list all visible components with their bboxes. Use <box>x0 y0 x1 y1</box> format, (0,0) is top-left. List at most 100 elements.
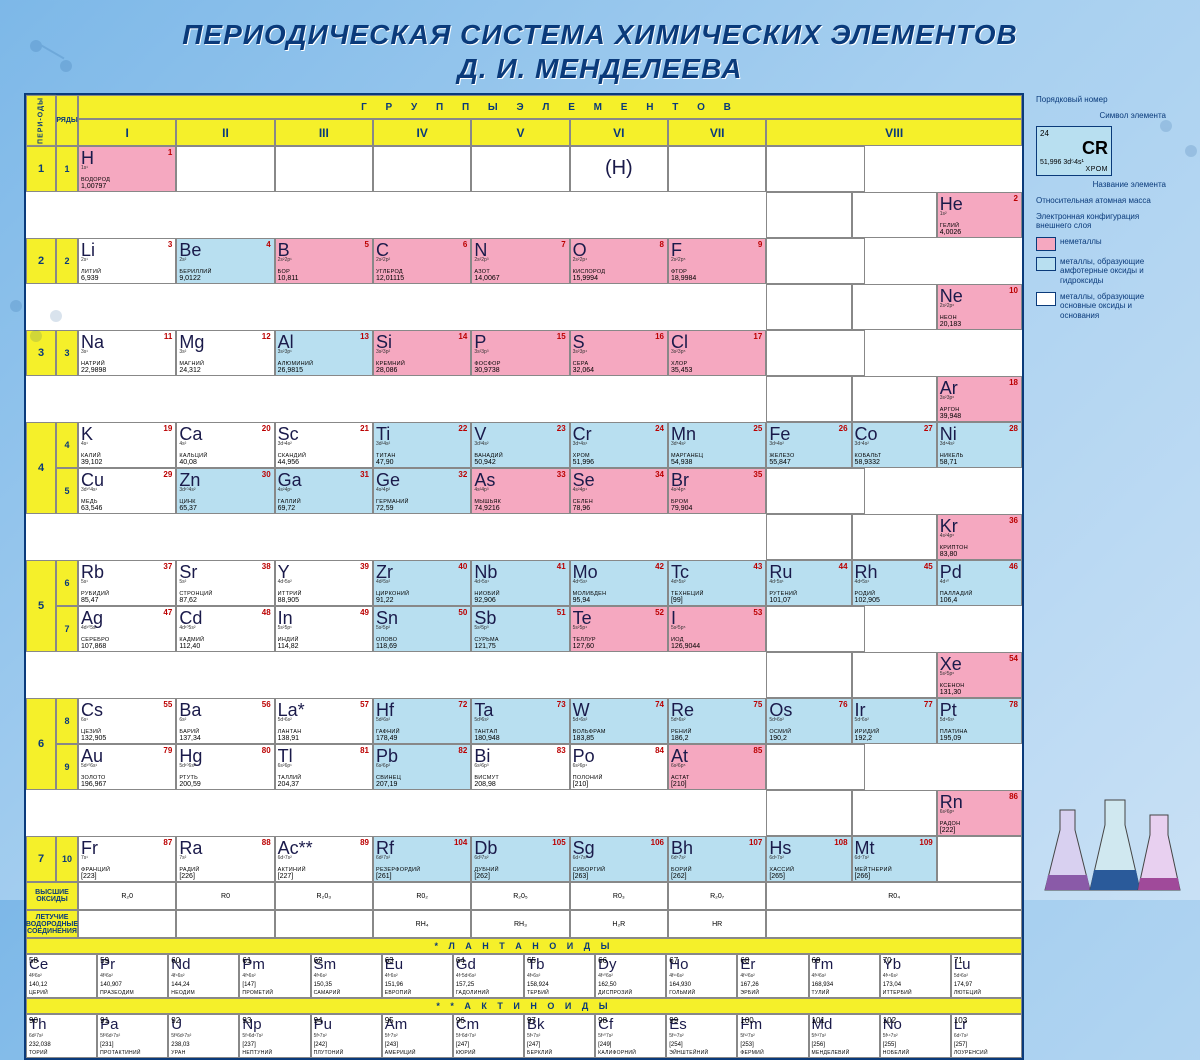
empty-cell <box>176 146 274 192</box>
element-Mg: 12Mg3s²МАГНИЙ24,312 <box>176 330 274 376</box>
header-actinides: * * А К Т И Н О И Д Ы <box>26 998 1022 1014</box>
empty-cell <box>766 238 864 284</box>
element-Co: 27Co3d⁷4s²КОБАЛЬТ58,9332 <box>852 422 937 468</box>
element-Au: 79Au5d¹⁰6s¹ЗОЛОТО196,967 <box>78 744 176 790</box>
header-group-I: I <box>78 119 176 146</box>
legend-basic-metals: металлы, образующие основные оксиды и ос… <box>1036 292 1166 321</box>
element-Lu: 71Lu5d¹6s²ЛЮТЕЦИЙ174,97 <box>951 954 1022 998</box>
hydride-3 <box>275 910 373 938</box>
hydride-4: RH₄ <box>373 910 471 938</box>
element-U: 92U5f³6d¹7s²УРАН238,03 <box>168 1014 239 1058</box>
legend-symbol: Символ элемента <box>1036 111 1166 121</box>
hydride-1 <box>78 910 176 938</box>
row-4: 4 <box>56 422 78 468</box>
element-Pd: 46Pd4d¹⁰ПАЛЛАДИЙ106,4 <box>937 560 1022 606</box>
element-V: 23V3d³4s²ВАНАДИЙ50,942 <box>471 422 569 468</box>
element-Cm: 96Cm5f⁷6d¹7s²КЮРИЙ[247] <box>453 1014 524 1058</box>
element-Pt: 78Pt5d⁹6s¹ПЛАТИНА195,09 <box>937 698 1022 744</box>
element-Sc: 21Sc3d¹4s²СКАНДИЙ44,956 <box>275 422 373 468</box>
page-title: ПЕРИОДИЧЕСКАЯ СИСТЕМА ХИМИЧЕСКИХ ЭЛЕМЕНТ… <box>0 0 1200 93</box>
element-In: 49In5s²5p¹ИНДИЙ114,82 <box>275 606 373 652</box>
element-Er: 68Er4f¹²6s²ЭРБИЙ167,26 <box>737 954 808 998</box>
period-5: 5 <box>26 560 56 652</box>
header-groups: Г Р У П П Ы Э Л Е М Е Н Т О В <box>78 95 1022 119</box>
legend-config: Электронная конфигурация внешнего слоя <box>1036 212 1166 231</box>
element-N: 7N2s²2p³АЗОТ14,0067 <box>471 238 569 284</box>
header-rows: РЯДЫ <box>56 95 78 146</box>
element-Fr: 87Fr7s¹ФРАНЦИЙ[223] <box>78 836 176 882</box>
element-Db: 105Db6d³7s²ДУБНИЙ[262] <box>471 836 569 882</box>
swatch-blue <box>1036 257 1056 271</box>
element-Cs: 55Cs6s¹ЦЕЗИЙ132,905 <box>78 698 176 744</box>
element-Sn: 50Sn5s²5p²ОЛОВО118,69 <box>373 606 471 652</box>
element-Zn: 30Zn3d¹⁰4s²ЦИНК65,37 <box>176 468 274 514</box>
header-lanthanides: * Л А Н Т А Н О И Д Ы <box>26 938 1022 954</box>
row-6: 6 <box>56 560 78 606</box>
oxide-8: R0₄ <box>766 882 1022 910</box>
element-Pb: 82Pb6s²6p²СВИНЕЦ207,19 <box>373 744 471 790</box>
element-Si: 14Si3s²3p²КРЕМНИЙ28,086 <box>373 330 471 376</box>
element-Ba: 56Ba6s²БАРИЙ137,34 <box>176 698 274 744</box>
element-Rb: 37Rb5s¹РУБИДИЙ85,47 <box>78 560 176 606</box>
empty-cell <box>766 468 864 514</box>
element-H: 1H1s¹ВОДОРОД1,00797 <box>78 146 176 192</box>
element-Tc: 43Tc4d⁵5s²ТЕХНЕЦИЙ[99] <box>668 560 766 606</box>
legend-nonmetals: неметаллы <box>1036 237 1166 251</box>
title-line-2: Д. И. МЕНДЕЛЕЕВА <box>10 52 1190 86</box>
row-10: 10 <box>56 836 78 882</box>
hydride-8 <box>766 910 1022 938</box>
legend-amphoteric: металлы, образующие амфотерные оксиды и … <box>1036 257 1166 286</box>
element-Xe: 54Xe5s²5p⁶КСЕНОН131,30 <box>937 652 1022 698</box>
period-6: 6 <box>26 698 56 790</box>
row-8: 8 <box>56 698 78 744</box>
swatch-white <box>1036 292 1056 306</box>
hydride-6: H₂R <box>570 910 668 938</box>
period-2: 2 <box>26 238 56 284</box>
element-Cd: 48Cd4d¹⁰5s²КАДМИЙ112,40 <box>176 606 274 652</box>
element-Tb: 65Tb4f⁹6s²ТЕРБИЙ158,924 <box>524 954 595 998</box>
hydride-7: HR <box>668 910 766 938</box>
hydride-5: RH₃ <box>471 910 569 938</box>
periodic-table: ПЕРИ-ОДЫРЯДЫГ Р У П П Ы Э Л Е М Е Н Т О … <box>24 93 1024 1060</box>
oxide-5: R₂0₅ <box>471 882 569 910</box>
legend-mass: Относительная атомная масса <box>1036 196 1166 206</box>
element-Es: 99Es5f¹¹7s²ЭЙНШТЕЙНИЙ[254] <box>666 1014 737 1058</box>
row-3: 3 <box>56 330 78 376</box>
element-Sr: 38Sr5s²СТРОНЦИЙ87,62 <box>176 560 274 606</box>
element-Ge: 32Ge4s²4p²ГЕРМАНИЙ72,59 <box>373 468 471 514</box>
flask-decoration <box>1040 780 1190 900</box>
element-Pm: 61Pm4f⁵6s²ПРОМЕТИЙ[147] <box>239 954 310 998</box>
element-Li: 3Li2s¹ЛИТИЙ6,939 <box>78 238 176 284</box>
element-Np: 93Np5f⁴6d¹7s²НЕПТУНИЙ[237] <box>239 1014 310 1058</box>
oxide-3: R₂0₃ <box>275 882 373 910</box>
element-Mo: 42Mo4d⁵5s¹МОЛИБДЕН95,94 <box>570 560 668 606</box>
element-Pa: 91Pa5f²6d¹7s²ПРОТАКТИНИЙ[231] <box>97 1014 168 1058</box>
element-As: 33As4s²4p³МЫШЬЯК74,9216 <box>471 468 569 514</box>
element-Os: 76Os5d⁶6s²ОСМИЙ190,2 <box>766 698 851 744</box>
element-Bi: 83Bi6s²6p³ВИСМУТ208,98 <box>471 744 569 790</box>
group-viii-triple: 44Ru4d⁷5s¹РУТЕНИЙ101,0745Rh4d⁸5s¹РОДИЙ10… <box>766 560 1022 606</box>
element-I: 53I5s²5p⁵ИОД126,9044 <box>668 606 766 652</box>
element-Te: 52Te5s²5p⁴ТЕЛЛУР127,60 <box>570 606 668 652</box>
oxide-6: R0₃ <box>570 882 668 910</box>
header-group-II: II <box>176 119 274 146</box>
element-Ag: 47Ag4d¹⁰5s¹СЕРЕБРО107,868 <box>78 606 176 652</box>
header-group-IV: IV <box>373 119 471 146</box>
legend-name: Название элемента <box>1036 180 1166 190</box>
group-viii-triple: 26Fe3d⁶4s²ЖЕЛЕЗО55,84727Co3d⁷4s²КОБАЛЬТ5… <box>766 422 1022 468</box>
header-hydrides: ЛЕТУЧИЕ ВОДОРОДНЫЕ СОЕДИНЕНИЯ <box>26 910 78 938</box>
element-Ar: 18Ar3s²3p⁶АРГОН39,948 <box>937 376 1022 422</box>
empty-cell <box>373 146 471 192</box>
period-7: 7 <box>26 836 56 882</box>
oxide-4: R0₂ <box>373 882 471 910</box>
hydride-2 <box>176 910 274 938</box>
element-Ho: 67Ho4f¹¹6s²ГОЛЬМИЙ164,930 <box>666 954 737 998</box>
element-No: 102No5f¹⁴7s²НОБЕЛИЙ[255] <box>880 1014 951 1058</box>
element-Cf: 98Cf5f¹⁰7s²КАЛИФОРНИЙ[249] <box>595 1014 666 1058</box>
element-Bk: 97Bk5f⁹7s²БЕРКЛИЙ[247] <box>524 1014 595 1058</box>
element-Ac**: 89Ac**6d¹7s²АКТИНИЙ[227] <box>275 836 373 882</box>
period-4: 4 <box>26 422 56 514</box>
header-group-V: V <box>471 119 569 146</box>
element-He: 2He1s²ГЕЛИЙ4,0026 <box>937 192 1022 238</box>
element-Ni: 28Ni3d⁸4s²НИКЕЛЬ58,71 <box>937 422 1022 468</box>
